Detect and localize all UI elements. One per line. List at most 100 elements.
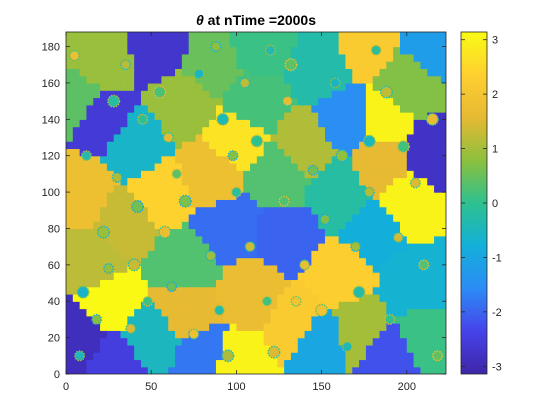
heatmap-cell [229, 257, 238, 266]
heatmap-cell [427, 61, 435, 69]
heatmap-cell [168, 155, 176, 164]
heatmap-cell [120, 104, 128, 113]
heatmap-cell [420, 352, 428, 361]
heatmap-cell [386, 308, 394, 317]
heatmap-cell [147, 39, 156, 48]
heatmap-cell [311, 293, 319, 302]
heatmap-cell [372, 323, 381, 331]
heatmap-cell [311, 199, 319, 208]
heatmap-cell [140, 366, 149, 374]
heatmap-cell [229, 75, 238, 84]
heatmap-cell [338, 199, 347, 208]
grain [362, 134, 376, 148]
heatmap-cell [140, 243, 149, 251]
heatmap-cell [93, 126, 101, 135]
heatmap-cell [134, 104, 142, 113]
heatmap-cell [222, 323, 231, 331]
heatmap-cell [229, 119, 238, 128]
heatmap-cell [229, 250, 238, 259]
heatmap-cell [106, 221, 115, 230]
heatmap-cell [195, 184, 203, 193]
heatmap-cell [222, 286, 231, 295]
heatmap-cell [270, 301, 278, 310]
heatmap-cell [127, 90, 135, 99]
heatmap-cell [345, 206, 353, 215]
heatmap-cell [120, 39, 128, 48]
heatmap-cell [202, 286, 210, 295]
heatmap-cell [270, 250, 278, 259]
heatmap-cell [188, 228, 197, 237]
heatmap-cell [175, 75, 183, 84]
heatmap-cell [386, 177, 394, 186]
heatmap-cell [188, 359, 197, 368]
heatmap-cell [134, 192, 142, 200]
heatmap-cell [250, 323, 258, 331]
heatmap-cell [120, 126, 128, 135]
heatmap-cell [154, 104, 163, 113]
heatmap-cell [134, 68, 142, 77]
heatmap-cell [440, 46, 446, 55]
heatmap-cell [379, 308, 387, 317]
heatmap-cell [372, 206, 381, 215]
heatmap-cell [284, 243, 292, 251]
heatmap-cell [420, 82, 428, 91]
heatmap-cell [195, 162, 203, 171]
heatmap-cell [440, 344, 446, 353]
grain [142, 295, 154, 307]
heatmap-cell [331, 228, 340, 237]
heatmap-cell [175, 308, 183, 317]
heatmap-cell [270, 155, 278, 164]
heatmap-cell [386, 170, 394, 179]
heatmap-cell [229, 170, 238, 179]
heatmap-cell [188, 235, 197, 244]
heatmap-cell [379, 272, 387, 281]
heatmap-cell [440, 199, 446, 208]
heatmap-cell [154, 228, 163, 237]
heatmap-cell [140, 337, 149, 346]
heatmap-cell [120, 112, 128, 120]
heatmap-cell [359, 126, 367, 135]
heatmap-cell [413, 315, 422, 324]
heatmap-cell [66, 155, 74, 164]
heatmap-cell [318, 235, 326, 244]
heatmap-cell [270, 119, 278, 128]
heatmap-cell [209, 75, 217, 84]
heatmap-cell [297, 308, 306, 317]
heatmap-cell [270, 148, 278, 157]
heatmap-cell [393, 39, 401, 48]
heatmap-cell [140, 206, 149, 215]
heatmap-cell [154, 177, 163, 186]
heatmap-cell [263, 75, 272, 84]
heatmap-cell [181, 286, 190, 295]
heatmap-cell [406, 112, 415, 120]
heatmap-cell [393, 82, 401, 91]
heatmap-cell [359, 82, 367, 91]
heatmap-cell [386, 104, 394, 113]
heatmap-cell [140, 213, 149, 222]
heatmap-cell [209, 162, 217, 171]
heatmap-cell [420, 39, 428, 48]
heatmap-cell [399, 133, 408, 142]
heatmap-cell [386, 39, 394, 48]
heatmap-cell [86, 90, 94, 99]
chart-title: θ at nTime =2000s [196, 12, 316, 28]
heatmap-cell [168, 337, 176, 346]
heatmap-cell [365, 323, 374, 331]
heatmap-cell [215, 257, 224, 266]
heatmap-cell [372, 221, 381, 230]
heatmap-cell [236, 337, 244, 346]
heatmap-cell [93, 75, 101, 84]
heatmap-cell [386, 243, 394, 251]
heatmap-cell [147, 162, 156, 171]
heatmap-cell [243, 90, 251, 99]
heatmap-cell [420, 359, 428, 368]
heatmap-cell [127, 46, 135, 55]
heatmap-cell [393, 323, 401, 331]
heatmap-cell [325, 192, 333, 200]
heatmap-cell [318, 330, 326, 339]
heatmap-cell [359, 184, 367, 193]
heatmap-cell [181, 126, 190, 135]
heatmap-cell [318, 286, 326, 295]
heatmap-cell [100, 162, 108, 171]
